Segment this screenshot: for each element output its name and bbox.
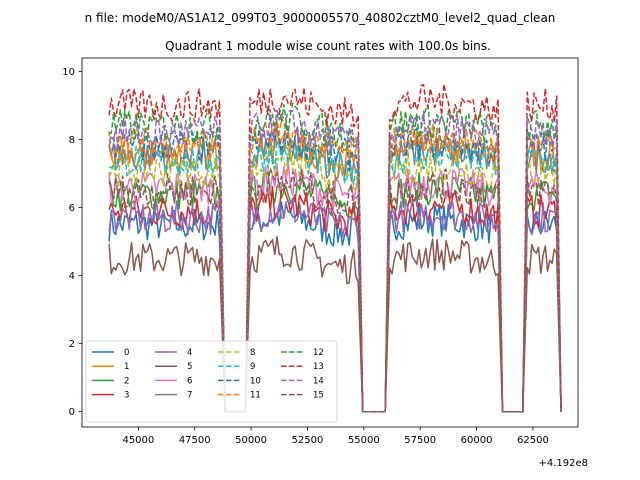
y-tick-label: 6 (69, 203, 75, 214)
legend-label-7: 7 (187, 391, 192, 401)
x-tick-label: 47500 (179, 435, 211, 446)
x-tick-label: 52500 (292, 435, 324, 446)
x-tick-label: 62500 (517, 435, 549, 446)
chart-title: Quadrant 1 module wise count rates with … (165, 39, 491, 53)
legend-label-6: 6 (187, 376, 192, 386)
x-tick-label: 57500 (404, 435, 436, 446)
series-line-15 (108, 167, 562, 413)
legend-label-2: 2 (124, 376, 129, 386)
legend-label-4: 4 (187, 348, 192, 358)
series-line-14 (108, 109, 562, 413)
legend-label-15: 15 (313, 391, 324, 401)
x-axis-offset-label: +4.192e8 (538, 458, 588, 469)
series-line-4 (108, 197, 562, 413)
y-tick-label: 0 (69, 407, 75, 418)
x-tick-label: 50000 (235, 435, 267, 446)
series-line-5 (108, 235, 562, 413)
x-tick-label: 45000 (122, 435, 154, 446)
legend-label-12: 12 (313, 348, 324, 358)
legend-label-10: 10 (250, 376, 261, 386)
legend-label-13: 13 (313, 362, 324, 372)
series-line-11 (108, 117, 562, 413)
series-line-13 (108, 83, 562, 413)
legend-label-9: 9 (250, 362, 255, 372)
plot-area (81, 57, 579, 428)
legend-label-8: 8 (250, 348, 255, 358)
y-tick-label: 8 (69, 135, 75, 146)
series-line-8 (108, 145, 562, 413)
figure-suptitle: n file: modeM0/AS1A12_099T03_9000005570_… (85, 11, 556, 25)
y-tick-label: 4 (69, 271, 75, 282)
y-axis: 0 2 4 6 8 10 (62, 67, 82, 418)
series-line-6 (108, 161, 562, 413)
y-tick-label: 10 (62, 67, 75, 78)
x-axis: 45000 47500 50000 52500 55000 57500 60000 62500 (122, 427, 549, 446)
legend-label-14: 14 (313, 376, 324, 386)
legend-label-1: 1 (124, 362, 129, 372)
x-tick-label: 60000 (461, 435, 493, 446)
legend-label-5: 5 (187, 362, 192, 372)
series-line-9 (108, 137, 562, 413)
legend-label-0: 0 (124, 348, 129, 358)
plot-frame (81, 57, 579, 428)
y-tick-label: 2 (69, 339, 75, 350)
x-tick-label: 55000 (348, 435, 380, 446)
series-line-12 (109, 102, 562, 413)
legend-label-11: 11 (250, 391, 261, 401)
legend-label-3: 3 (124, 391, 129, 401)
legend-box (85, 340, 338, 423)
